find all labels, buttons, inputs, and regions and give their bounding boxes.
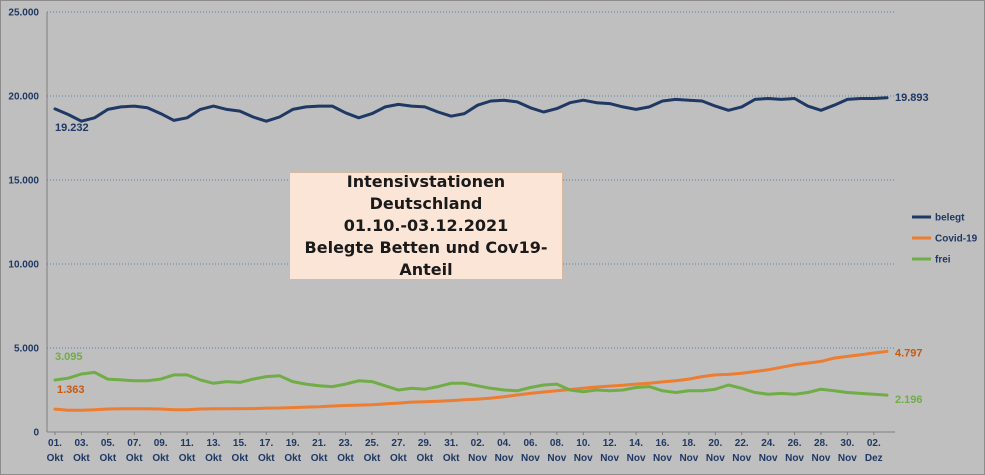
x-tick-label: Nov bbox=[732, 453, 751, 464]
x-tick-label: Okt bbox=[284, 453, 301, 464]
x-tick-label: 14. bbox=[629, 438, 643, 449]
end-label-covid-19: 4.797 bbox=[895, 347, 923, 359]
y-tick-label: 25.000 bbox=[8, 8, 39, 19]
legend: belegt Covid-19 frei bbox=[912, 213, 978, 266]
y-tick-label: 15.000 bbox=[8, 176, 39, 187]
x-tick-label: 08. bbox=[550, 438, 564, 449]
x-tick-label: 25. bbox=[365, 438, 379, 449]
start-label-frei: 3.095 bbox=[55, 351, 83, 363]
x-tick-label: 27. bbox=[391, 438, 405, 449]
y-tick-label: 20.000 bbox=[8, 92, 39, 103]
y-tick-label: 0 bbox=[33, 428, 39, 439]
x-tick-label: 13. bbox=[207, 438, 221, 449]
x-tick-label: 11. bbox=[180, 438, 194, 449]
x-tick-label: 26. bbox=[788, 438, 802, 449]
x-tick-label: 30. bbox=[840, 438, 854, 449]
title-line: 01.10.-03.12.2021 bbox=[343, 216, 509, 235]
x-tick-label: 07. bbox=[127, 438, 141, 449]
x-tick-label: 19. bbox=[286, 438, 300, 449]
x-tick-label: Dez bbox=[865, 453, 883, 464]
start-label-covid-19: 1.363 bbox=[57, 384, 85, 396]
title-line: Anteil bbox=[399, 260, 453, 279]
x-tick-label: 01. bbox=[48, 438, 62, 449]
x-tick-label: Okt bbox=[416, 453, 433, 464]
series-line-belegt bbox=[53, 96, 889, 123]
data-labels: 19.232 19.893 1.363 4.797 3.095 2.196 bbox=[55, 92, 929, 406]
y-tick-label: 5.000 bbox=[14, 344, 39, 355]
x-tick-label: Okt bbox=[152, 453, 169, 464]
x-tick-label: Nov bbox=[785, 453, 804, 464]
x-tick-label: 02. bbox=[471, 438, 485, 449]
end-label-frei: 2.196 bbox=[895, 394, 923, 406]
x-tick-label: 29. bbox=[418, 438, 432, 449]
x-tick-label: 09. bbox=[154, 438, 168, 449]
x-tick-label: Okt bbox=[205, 453, 222, 464]
chart-title: Intensivstationen Deutschland 01.10.-03.… bbox=[289, 172, 563, 280]
x-tick-label: Okt bbox=[47, 453, 64, 464]
x-tick-label: Okt bbox=[258, 453, 275, 464]
x-tick-label: 06. bbox=[523, 438, 537, 449]
x-tick-label: 18. bbox=[682, 438, 696, 449]
x-tick-label: 24. bbox=[761, 438, 775, 449]
x-tick-label: 23. bbox=[339, 438, 353, 449]
x-tick-label: Nov bbox=[468, 453, 487, 464]
x-tick-label: 15. bbox=[233, 438, 247, 449]
x-tick-label: Nov bbox=[574, 453, 593, 464]
x-tick-label: 04. bbox=[497, 438, 511, 449]
x-tick-label: 10. bbox=[576, 438, 590, 449]
x-tick-label: Nov bbox=[547, 453, 566, 464]
x-tick-label: Nov bbox=[600, 453, 619, 464]
end-label-belegt: 19.893 bbox=[895, 92, 929, 104]
x-tick-label: Okt bbox=[232, 453, 249, 464]
title-line: Belegte Betten und Cov19- bbox=[304, 238, 548, 257]
x-tick-label: Nov bbox=[838, 453, 857, 464]
x-tick-label: 02. bbox=[867, 438, 881, 449]
x-tick-label: Nov bbox=[812, 453, 831, 464]
series-line-covid-19 bbox=[53, 349, 889, 412]
legend-label-frei: frei bbox=[935, 255, 951, 266]
x-tick-label: Nov bbox=[706, 453, 725, 464]
x-tick-label: Okt bbox=[126, 453, 143, 464]
x-tick-label: Nov bbox=[495, 453, 514, 464]
x-tick-label: 31. bbox=[444, 438, 458, 449]
x-tick-label: 20. bbox=[708, 438, 722, 449]
title-line: Intensivstationen Deutschland bbox=[346, 172, 506, 213]
x-tick-label: Okt bbox=[73, 453, 90, 464]
x-tick-label: Okt bbox=[443, 453, 460, 464]
x-tick-label: 21. bbox=[312, 438, 326, 449]
x-tick-label: Okt bbox=[390, 453, 407, 464]
x-tick-label: Okt bbox=[337, 453, 354, 464]
x-tick-label: Nov bbox=[521, 453, 540, 464]
legend-label-covid-19: Covid-19 bbox=[935, 234, 978, 245]
x-tick-label: Okt bbox=[179, 453, 196, 464]
y-tick-label: 10.000 bbox=[8, 260, 39, 271]
start-label-belegt: 19.232 bbox=[55, 122, 89, 134]
x-tick-label: 17. bbox=[259, 438, 273, 449]
legend-label-belegt: belegt bbox=[935, 213, 965, 224]
x-tick-label: Okt bbox=[99, 453, 116, 464]
x-tick-label: Nov bbox=[653, 453, 672, 464]
x-tick-label: Nov bbox=[759, 453, 778, 464]
x-tick-label: 28. bbox=[814, 438, 828, 449]
x-tick-label: Okt bbox=[364, 453, 381, 464]
series-lines bbox=[53, 96, 889, 412]
x-tick-label: 16. bbox=[656, 438, 670, 449]
x-tick-label: 05. bbox=[101, 438, 115, 449]
x-tick-label: Nov bbox=[627, 453, 646, 464]
x-tick-label: 12. bbox=[603, 438, 617, 449]
x-tick-label: Okt bbox=[311, 453, 328, 464]
axes: 0 5.000 10.000 15.000 20.000 25.000 01. Okt 03. O… bbox=[8, 8, 895, 464]
x-tick-label: 22. bbox=[735, 438, 749, 449]
x-tick-label: Nov bbox=[679, 453, 698, 464]
series-line-frei bbox=[53, 370, 889, 397]
x-tick-label: 03. bbox=[74, 438, 88, 449]
